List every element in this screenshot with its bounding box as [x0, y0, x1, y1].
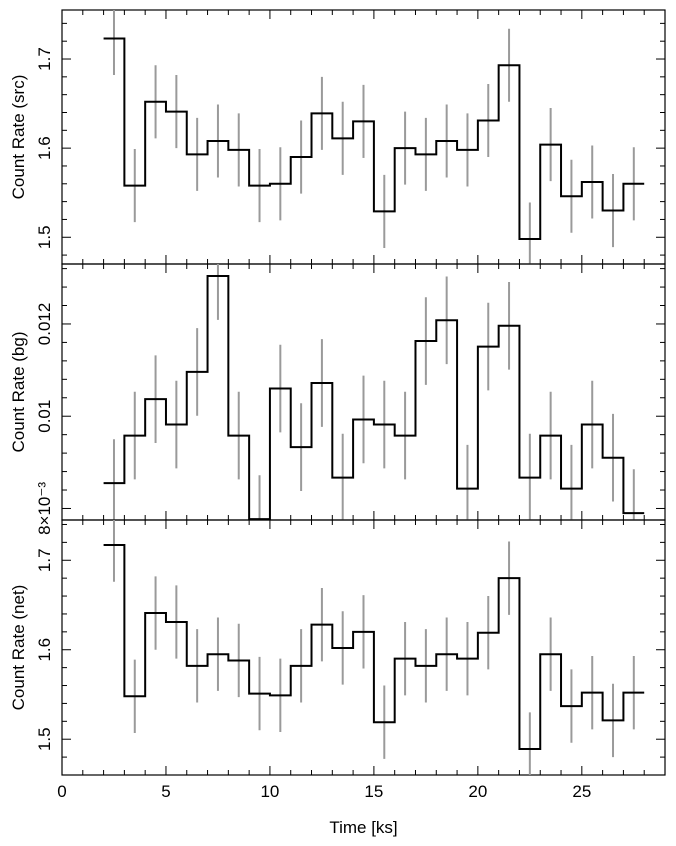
panel-data [103, 520, 645, 775]
panel-3: 1.5 1.6 1.7 Count Rate (net) [9, 519, 666, 776]
y-tick-label: 1.6 [35, 638, 54, 662]
x-tick-label: 25 [572, 782, 591, 801]
panels-group: 1.5 1.6 1.7 Count Rate (src) 8×10⁻³ 0.01 0.012… [9, 9, 666, 801]
panel-frame [61, 519, 666, 776]
y-tick-label: 8×10⁻³ [35, 482, 54, 535]
x-tick-label: 5 [161, 782, 170, 801]
y-tick-label: 1.7 [35, 548, 54, 572]
y-axis-label: Count Rate (net) [9, 585, 28, 711]
x-tick-label: 15 [364, 782, 383, 801]
x-axis-label: Time [ks] [329, 818, 397, 837]
step-line [103, 544, 645, 751]
y-tick-label: 1.5 [35, 225, 54, 249]
y-tick-label: 1.6 [35, 136, 54, 160]
y-tick-label: 1.5 [35, 727, 54, 751]
x-tick-label: 0 [57, 782, 66, 801]
y-axis-label: Count Rate (src) [9, 75, 28, 200]
step-line [103, 274, 645, 520]
panel-data [103, 264, 645, 520]
y-tick-label: 0.012 [35, 303, 54, 346]
x-tick-label: 10 [260, 782, 279, 801]
y-tick-label: 0.01 [35, 400, 54, 433]
panel-1: 1.5 1.6 1.7 Count Rate (src) [9, 9, 666, 265]
panel-data [103, 10, 645, 264]
panel-2: 8×10⁻³ 0.01 0.012 Count Rate (bg) [9, 263, 666, 535]
y-axis-label: Count Rate (bg) [9, 332, 28, 453]
step-line [103, 37, 645, 241]
y-tick-label: 1.7 [35, 47, 54, 71]
x-tick-label: 20 [468, 782, 487, 801]
